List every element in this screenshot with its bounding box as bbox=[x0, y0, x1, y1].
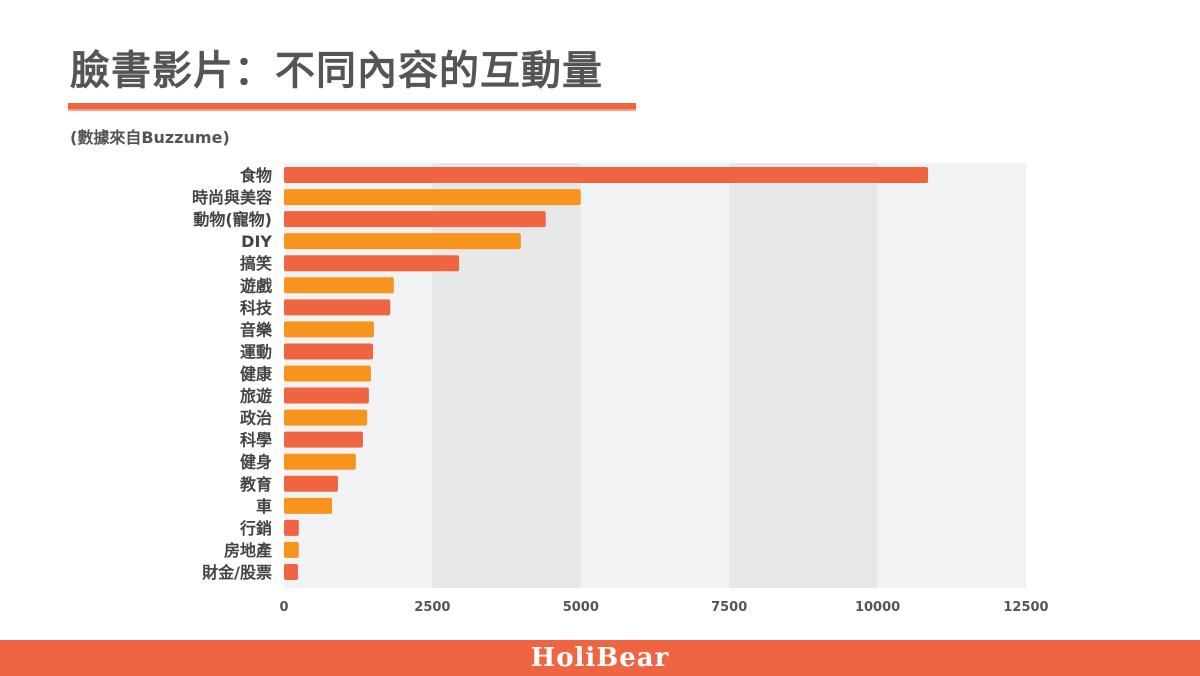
bar bbox=[284, 453, 356, 470]
x-tick-label: 10000 bbox=[855, 600, 900, 615]
bar bbox=[284, 497, 333, 514]
category-label: 教育 bbox=[240, 475, 272, 494]
data-source: (數據來自Buzzume) bbox=[70, 128, 230, 147]
bar bbox=[284, 277, 394, 294]
category-label: 旅遊 bbox=[240, 387, 272, 406]
category-label: 健康 bbox=[240, 365, 273, 384]
bar bbox=[284, 519, 299, 536]
category-label: 科技 bbox=[240, 298, 273, 317]
bar bbox=[284, 189, 581, 206]
bar bbox=[284, 387, 369, 404]
bar bbox=[284, 409, 368, 426]
category-label: 車 bbox=[256, 497, 272, 516]
category-label: 財金/股票 bbox=[202, 563, 272, 582]
category-label: 科學 bbox=[240, 431, 272, 450]
x-tick-label: 0 bbox=[279, 600, 288, 615]
bar bbox=[284, 255, 460, 272]
footer-bar: HoliBear bbox=[0, 640, 1200, 676]
bar bbox=[284, 365, 371, 382]
category-label: 食物 bbox=[239, 166, 272, 185]
page-title: 臉書影片：不同內容的互動量 bbox=[70, 48, 603, 94]
holibear-logo: HoliBear bbox=[530, 643, 670, 673]
bar bbox=[284, 541, 299, 558]
x-tick-label: 2500 bbox=[414, 600, 450, 615]
category-label: 搞笑 bbox=[240, 254, 272, 273]
category-label: 動物(寵物) bbox=[193, 210, 272, 229]
grid-band bbox=[729, 163, 878, 588]
bar bbox=[284, 563, 298, 580]
bar bbox=[284, 167, 929, 184]
category-label: 運動 bbox=[240, 342, 272, 361]
bar bbox=[284, 233, 521, 250]
x-tick-label: 7500 bbox=[711, 600, 747, 615]
category-label: 行銷 bbox=[239, 519, 272, 538]
category-label: 遊戲 bbox=[240, 276, 273, 295]
title-underline bbox=[68, 103, 636, 111]
bar bbox=[284, 321, 374, 338]
category-label: 房地產 bbox=[224, 541, 272, 560]
category-label: DIY bbox=[241, 232, 272, 251]
x-tick-label: 12500 bbox=[1003, 600, 1048, 615]
bar bbox=[284, 431, 363, 448]
grid-band bbox=[580, 163, 730, 588]
category-label: 音樂 bbox=[240, 320, 273, 339]
category-label: 健身 bbox=[240, 453, 272, 472]
x-tick-label: 5000 bbox=[563, 600, 599, 615]
grid-band bbox=[877, 163, 1026, 588]
category-label: 政治 bbox=[240, 409, 272, 428]
category-label: 時尚與美容 bbox=[192, 188, 272, 207]
bar bbox=[284, 343, 374, 360]
bar bbox=[284, 299, 391, 316]
bar bbox=[284, 211, 546, 228]
bar bbox=[284, 475, 339, 492]
